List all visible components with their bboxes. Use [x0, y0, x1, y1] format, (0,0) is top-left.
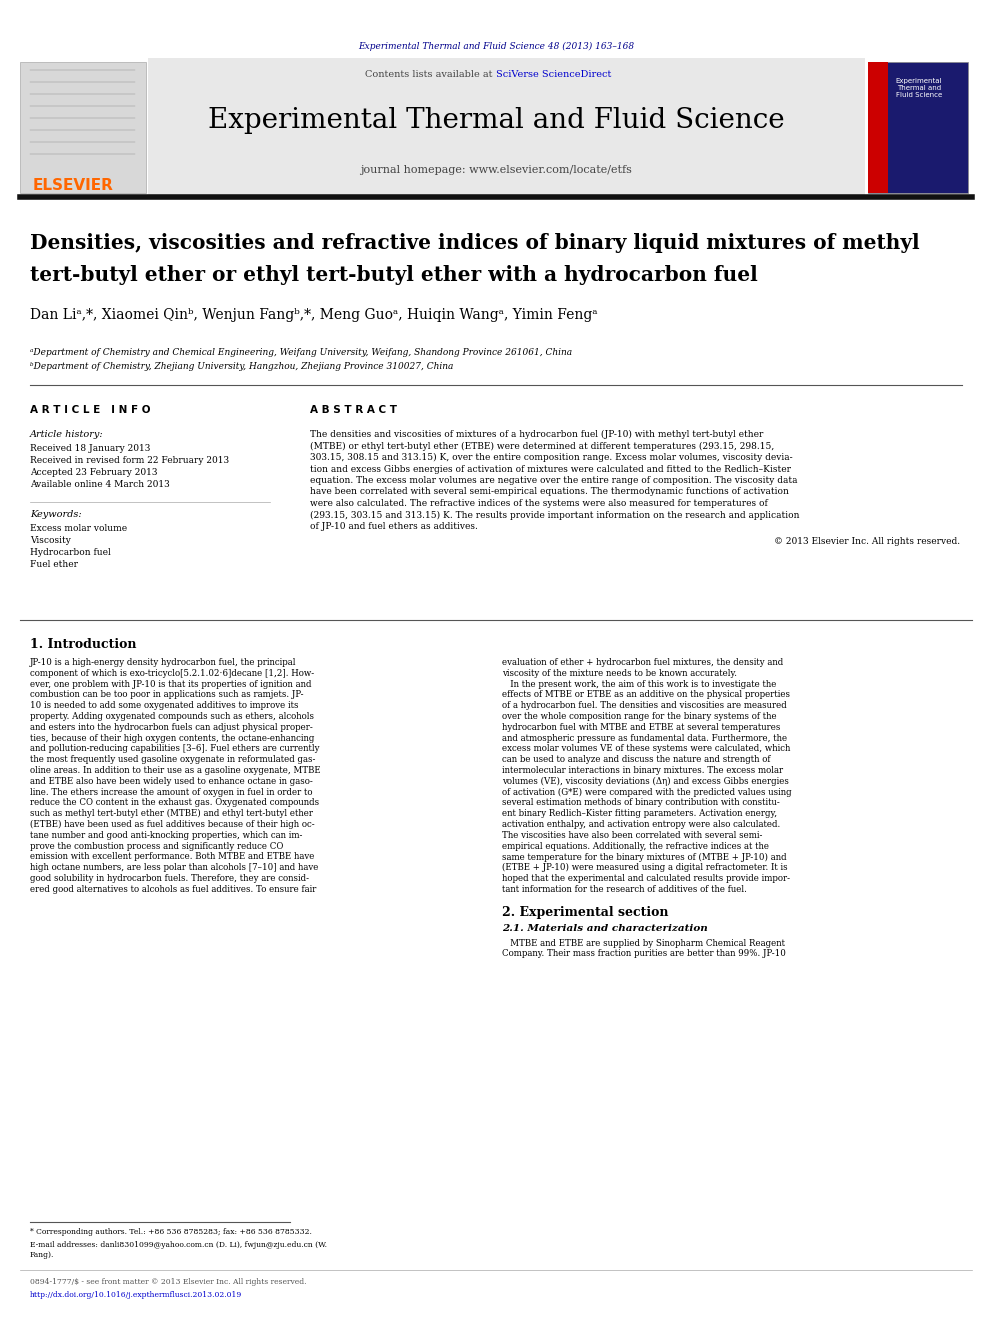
- Text: (MTBE) or ethyl tert-butyl ether (ETBE) were determined at different temperature: (MTBE) or ethyl tert-butyl ether (ETBE) …: [310, 442, 774, 451]
- Text: (293.15, 303.15 and 313.15) K. The results provide important information on the : (293.15, 303.15 and 313.15) K. The resul…: [310, 511, 800, 520]
- Text: Dan Liᵃ,*, Xiaomei Qinᵇ, Wenjun Fangᵇ,*, Meng Guoᵃ, Huiqin Wangᵃ, Yimin Fengᵃ: Dan Liᵃ,*, Xiaomei Qinᵇ, Wenjun Fangᵇ,*,…: [30, 308, 597, 321]
- Text: prove the combustion process and significantly reduce CO: prove the combustion process and signifi…: [30, 841, 284, 851]
- Text: * Corresponding authors. Tel.: +86 536 8785283; fax: +86 536 8785332.: * Corresponding authors. Tel.: +86 536 8…: [30, 1228, 311, 1236]
- Text: equation. The excess molar volumes are negative over the entire range of composi: equation. The excess molar volumes are n…: [310, 476, 798, 486]
- Text: Keywords:: Keywords:: [30, 509, 81, 519]
- Text: combustion can be too poor in applications such as ramjets. JP-: combustion can be too poor in applicatio…: [30, 691, 304, 700]
- Text: property. Adding oxygenated compounds such as ethers, alcohols: property. Adding oxygenated compounds su…: [30, 712, 314, 721]
- Bar: [148, 58, 865, 194]
- Bar: [20, 62, 146, 193]
- Text: same temperature for the binary mixtures of (MTBE + JP-10) and: same temperature for the binary mixtures…: [502, 852, 787, 861]
- Text: tion and excess Gibbs energies of activation of mixtures were calculated and fit: tion and excess Gibbs energies of activa…: [310, 464, 791, 474]
- Text: Fuel ether: Fuel ether: [30, 560, 78, 569]
- Text: reduce the CO content in the exhaust gas. Oxygenated compounds: reduce the CO content in the exhaust gas…: [30, 798, 319, 807]
- Text: E-mail addresses: danli8301099@yahoo.com.cn (D. Li), fwjun@zju.edu.cn (W.: E-mail addresses: danli8301099@yahoo.com…: [30, 1241, 327, 1249]
- Text: volumes (VE), viscosity deviations (Δη) and excess Gibbs energies: volumes (VE), viscosity deviations (Δη) …: [502, 777, 789, 786]
- Text: activation enthalpy, and activation entropy were also calculated.: activation enthalpy, and activation entr…: [502, 820, 781, 830]
- Text: Received in revised form 22 February 2013: Received in revised form 22 February 201…: [30, 456, 229, 464]
- Text: Article history:: Article history:: [30, 430, 103, 439]
- Text: Received 18 January 2013: Received 18 January 2013: [30, 445, 151, 452]
- Text: Experimental
Thermal and
Fluid Science: Experimental Thermal and Fluid Science: [896, 78, 942, 98]
- Text: such as methyl tert-butyl ether (MTBE) and ethyl tert-butyl ether: such as methyl tert-butyl ether (MTBE) a…: [30, 810, 313, 819]
- Text: In the present work, the aim of this work is to investigate the: In the present work, the aim of this wor…: [502, 680, 777, 688]
- Text: several estimation methods of binary contribution with constitu-: several estimation methods of binary con…: [502, 798, 780, 807]
- Text: the most frequently used gasoline oxygenate in reformulated gas-: the most frequently used gasoline oxygen…: [30, 755, 315, 765]
- Text: tane number and good anti-knocking properties, which can im-: tane number and good anti-knocking prope…: [30, 831, 303, 840]
- Text: Viscosity: Viscosity: [30, 536, 70, 545]
- Text: component of which is exo-tricyclo[5.2.1.02⋅6]decane [1,2]. How-: component of which is exo-tricyclo[5.2.1…: [30, 669, 314, 677]
- Text: 2. Experimental section: 2. Experimental section: [502, 906, 669, 918]
- Text: and pollution-reducing capabilities [3–6]. Fuel ethers are currently: and pollution-reducing capabilities [3–6…: [30, 745, 319, 753]
- Text: were also calculated. The refractive indices of the systems were also measured f: were also calculated. The refractive ind…: [310, 499, 768, 508]
- Text: excess molar volumes VE of these systems were calculated, which: excess molar volumes VE of these systems…: [502, 745, 791, 753]
- Text: and esters into the hydrocarbon fuels can adjust physical proper-: and esters into the hydrocarbon fuels ca…: [30, 722, 312, 732]
- Text: good solubility in hydrocarbon fuels. Therefore, they are consid-: good solubility in hydrocarbon fuels. Th…: [30, 875, 309, 882]
- Text: evaluation of ether + hydrocarbon fuel mixtures, the density and: evaluation of ether + hydrocarbon fuel m…: [502, 658, 784, 667]
- Text: © 2013 Elsevier Inc. All rights reserved.: © 2013 Elsevier Inc. All rights reserved…: [774, 537, 960, 546]
- Text: and atmospheric pressure as fundamental data. Furthermore, the: and atmospheric pressure as fundamental …: [502, 733, 787, 742]
- Text: tert-butyl ether or ethyl tert-butyl ether with a hydrocarbon fuel: tert-butyl ether or ethyl tert-butyl eth…: [30, 265, 758, 284]
- Text: ᵇDepartment of Chemistry, Zhejiang University, Hangzhou, Zhejiang Province 31002: ᵇDepartment of Chemistry, Zhejiang Unive…: [30, 363, 453, 370]
- Text: (ETBE + JP-10) were measured using a digital refractometer. It is: (ETBE + JP-10) were measured using a dig…: [502, 863, 788, 872]
- Text: 10 is needed to add some oxygenated additives to improve its: 10 is needed to add some oxygenated addi…: [30, 701, 299, 710]
- Text: Accepted 23 February 2013: Accepted 23 February 2013: [30, 468, 158, 478]
- Text: ties, because of their high oxygen contents, the octane-enhancing: ties, because of their high oxygen conte…: [30, 733, 314, 742]
- Text: Experimental Thermal and Fluid Science: Experimental Thermal and Fluid Science: [207, 106, 785, 134]
- Text: of JP-10 and fuel ethers as additives.: of JP-10 and fuel ethers as additives.: [310, 523, 478, 531]
- Text: of activation (G*E) were compared with the predicted values using: of activation (G*E) were compared with t…: [502, 787, 792, 796]
- Text: effects of MTBE or ETBE as an additive on the physical properties: effects of MTBE or ETBE as an additive o…: [502, 691, 790, 700]
- Text: of a hydrocarbon fuel. The densities and viscosities are measured: of a hydrocarbon fuel. The densities and…: [502, 701, 787, 710]
- Text: A B S T R A C T: A B S T R A C T: [310, 405, 397, 415]
- Text: A R T I C L E   I N F O: A R T I C L E I N F O: [30, 405, 151, 415]
- Text: ent binary Redlich–Kister fitting parameters. Activation energy,: ent binary Redlich–Kister fitting parame…: [502, 810, 777, 818]
- Text: viscosity of the mixture needs to be known accurately.: viscosity of the mixture needs to be kno…: [502, 669, 737, 677]
- Text: (ETBE) have been used as fuel additives because of their high oc-: (ETBE) have been used as fuel additives …: [30, 820, 314, 830]
- Text: ᵃDepartment of Chemistry and Chemical Engineering, Weifang University, Weifang, : ᵃDepartment of Chemistry and Chemical En…: [30, 348, 572, 357]
- Text: Company. Their mass fraction purities are better than 99%. JP-10: Company. Their mass fraction purities ar…: [502, 950, 786, 958]
- Text: Contents lists available at: Contents lists available at: [365, 70, 496, 79]
- Text: high octane numbers, are less polar than alcohols [7–10] and have: high octane numbers, are less polar than…: [30, 863, 318, 872]
- Text: tant information for the research of additives of the fuel.: tant information for the research of add…: [502, 885, 747, 894]
- Text: hoped that the experimental and calculated results provide impor-: hoped that the experimental and calculat…: [502, 875, 790, 882]
- Text: ever, one problem with JP-10 is that its properties of ignition and: ever, one problem with JP-10 is that its…: [30, 680, 311, 688]
- Text: MTBE and ETBE are supplied by Sinopharm Chemical Reagent: MTBE and ETBE are supplied by Sinopharm …: [502, 938, 785, 947]
- Text: 303.15, 308.15 and 313.15) K, over the entire composition range. Excess molar vo: 303.15, 308.15 and 313.15) K, over the e…: [310, 452, 793, 462]
- Text: Experimental Thermal and Fluid Science 48 (2013) 163–168: Experimental Thermal and Fluid Science 4…: [358, 42, 634, 52]
- Bar: [868, 62, 888, 193]
- Text: ELSEVIER: ELSEVIER: [33, 179, 113, 193]
- Text: hydrocarbon fuel with MTBE and ETBE at several temperatures: hydrocarbon fuel with MTBE and ETBE at s…: [502, 722, 781, 732]
- Text: SciVerse ScienceDirect: SciVerse ScienceDirect: [496, 70, 611, 79]
- Text: The viscosities have also been correlated with several semi-: The viscosities have also been correlate…: [502, 831, 763, 840]
- Text: Available online 4 March 2013: Available online 4 March 2013: [30, 480, 170, 490]
- Text: Fang).: Fang).: [30, 1252, 55, 1259]
- Text: 2.1. Materials and characterization: 2.1. Materials and characterization: [502, 923, 707, 933]
- Bar: [868, 62, 968, 193]
- Text: 1. Introduction: 1. Introduction: [30, 638, 137, 651]
- Text: http://dx.doi.org/10.1016/j.expthermflusci.2013.02.019: http://dx.doi.org/10.1016/j.expthermflus…: [30, 1291, 242, 1299]
- Text: over the whole composition range for the binary systems of the: over the whole composition range for the…: [502, 712, 777, 721]
- Text: and ETBE also have been widely used to enhance octane in gaso-: and ETBE also have been widely used to e…: [30, 777, 312, 786]
- Text: Excess molar volume: Excess molar volume: [30, 524, 127, 533]
- Text: The densities and viscosities of mixtures of a hydrocarbon fuel (JP-10) with met: The densities and viscosities of mixture…: [310, 430, 764, 439]
- Text: JP-10 is a high-energy density hydrocarbon fuel, the principal: JP-10 is a high-energy density hydrocarb…: [30, 658, 297, 667]
- Text: line. The ethers increase the amount of oxygen in fuel in order to: line. The ethers increase the amount of …: [30, 787, 312, 796]
- Text: have been correlated with several semi-empirical equations. The thermodynamic fu: have been correlated with several semi-e…: [310, 487, 789, 496]
- Text: Densities, viscosities and refractive indices of binary liquid mixtures of methy: Densities, viscosities and refractive in…: [30, 233, 920, 253]
- Text: emission with excellent performance. Both MTBE and ETBE have: emission with excellent performance. Bot…: [30, 852, 314, 861]
- Text: ered good alternatives to alcohols as fuel additives. To ensure fair: ered good alternatives to alcohols as fu…: [30, 885, 316, 894]
- Text: intermolecular interactions in binary mixtures. The excess molar: intermolecular interactions in binary mi…: [502, 766, 783, 775]
- Text: 0894-1777/$ - see front matter © 2013 Elsevier Inc. All rights reserved.: 0894-1777/$ - see front matter © 2013 El…: [30, 1278, 307, 1286]
- Text: journal homepage: www.elsevier.com/locate/etfs: journal homepage: www.elsevier.com/locat…: [360, 165, 632, 175]
- Text: oline areas. In addition to their use as a gasoline oxygenate, MTBE: oline areas. In addition to their use as…: [30, 766, 320, 775]
- Text: can be used to analyze and discuss the nature and strength of: can be used to analyze and discuss the n…: [502, 755, 771, 765]
- Text: Hydrocarbon fuel: Hydrocarbon fuel: [30, 548, 111, 557]
- Text: empirical equations. Additionally, the refractive indices at the: empirical equations. Additionally, the r…: [502, 841, 769, 851]
